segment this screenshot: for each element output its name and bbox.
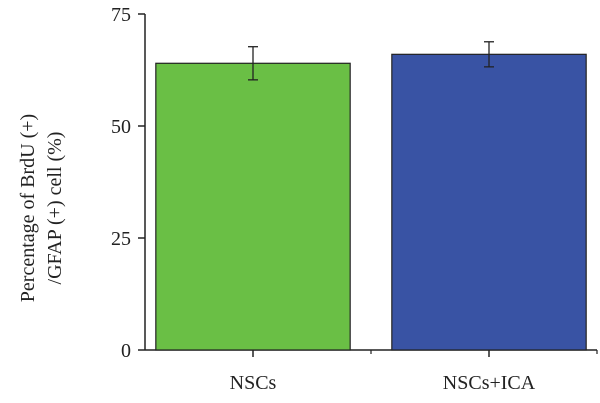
- y-tick-label: 75: [111, 4, 131, 26]
- y-axis-title: Percentage of BrdU (+) /GFAP (+) cell (%…: [17, 114, 66, 302]
- y-tick-label: 0: [121, 340, 131, 362]
- plot-area: 0 25 50 75 NSCs NSCs+ICA: [111, 4, 598, 394]
- bar-nscs-ica: [391, 53, 587, 351]
- y-axis-title-line-2: /GFAP (+) cell (%): [44, 132, 66, 285]
- x-tick-label: NSCs: [230, 372, 277, 394]
- y-tick-label: 25: [111, 228, 131, 250]
- bar-nscs: [155, 62, 351, 351]
- x-tick-label: NSCs+ICA: [443, 372, 536, 394]
- y-axis-title-line-1: Percentage of BrdU (+): [17, 114, 39, 302]
- y-tick-label: 50: [111, 116, 131, 138]
